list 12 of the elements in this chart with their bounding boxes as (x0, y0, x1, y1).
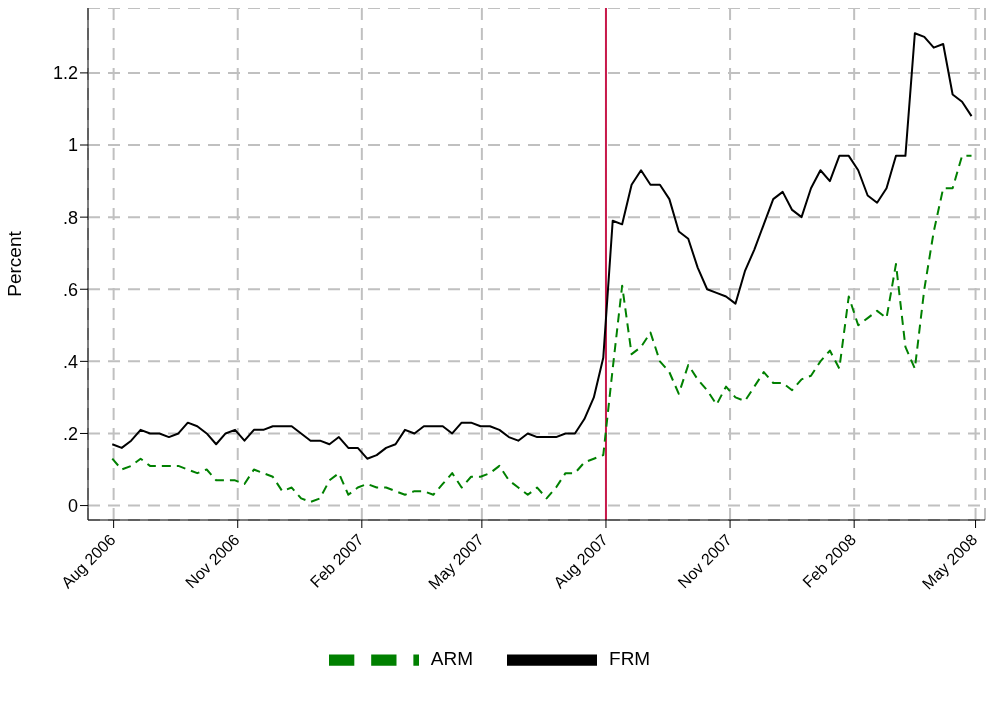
y-tick-label: .8 (62, 207, 78, 228)
line-series (111, 154, 973, 503)
y-tick-label: 1.2 (52, 63, 78, 84)
line-series (111, 32, 973, 460)
legend-label: ARM (430, 648, 474, 670)
y-axis-title: Percent (3, 230, 25, 297)
y-tick-label: .6 (62, 279, 78, 300)
y-tick-label: 0 (67, 495, 78, 516)
legend-label: FRM (609, 648, 651, 670)
y-tick-label: 1 (67, 135, 78, 156)
y-tick-label: .4 (62, 351, 78, 372)
y-tick-label: .2 (62, 423, 78, 444)
